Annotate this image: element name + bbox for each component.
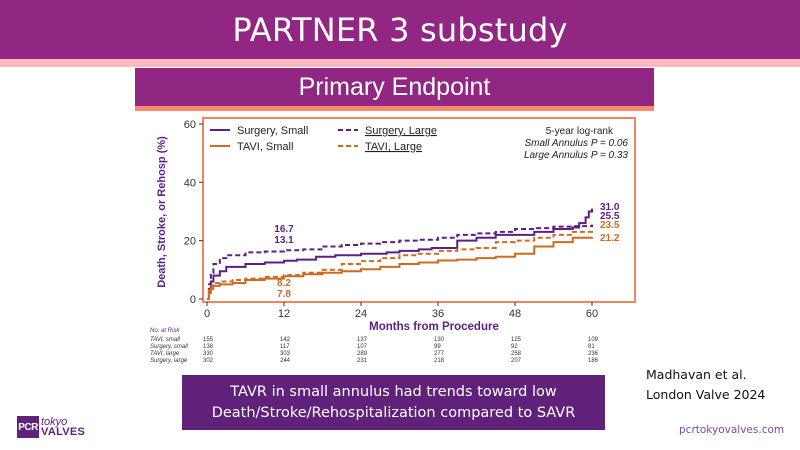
risk-value: 92	[511, 344, 518, 350]
risk-value: 142	[280, 337, 291, 343]
x-tick-label: 12	[278, 308, 290, 320]
risk-table-header: No. at Risk	[150, 328, 180, 334]
risk-row-label: Surgery, large	[150, 358, 188, 364]
website-link[interactable]: pcrtokyovalves.com	[679, 424, 785, 436]
citation-line-1: Madhavan et al.	[646, 367, 747, 382]
risk-value: 330	[203, 351, 214, 357]
risk-value: 303	[280, 351, 291, 357]
data-label: 23.5	[600, 220, 620, 231]
legend-label: TAVI, Small	[237, 141, 293, 153]
logo-valves: VALVES	[41, 426, 86, 438]
x-tick-label: 36	[432, 308, 444, 320]
y-axis-label: Death, Stroke, or Rehosp (%)	[156, 136, 168, 288]
risk-value: 81	[588, 344, 595, 350]
callout-line-1: TAVR in small annulus had trends toward …	[230, 383, 557, 400]
y-tick-label: 60	[184, 119, 196, 131]
risk-value: 117	[280, 344, 290, 350]
subtitle-stripe	[135, 106, 654, 111]
plot-frame	[202, 117, 636, 303]
risk-value: 218	[434, 358, 445, 364]
legend-label: Surgery, Large	[365, 125, 437, 137]
citation: Madhavan et al. London Valve 2024	[646, 365, 765, 405]
risk-row-label: TAVI, small	[150, 337, 180, 343]
risk-value: 207	[511, 358, 522, 364]
risk-value: 258	[511, 351, 522, 357]
risk-value: 231	[357, 358, 368, 364]
data-label: 16.7	[274, 224, 294, 235]
risk-value: 109	[588, 337, 599, 343]
pcr-tokyo-valves-logo: PCR tokyo VALVES	[17, 416, 85, 438]
y-tick-label: 0	[190, 294, 196, 306]
y-tick-label: 40	[184, 177, 196, 189]
risk-value: 130	[434, 337, 445, 343]
callout-line-2: Death/Stroke/Rehospitalization compared …	[211, 404, 576, 421]
risk-value: 236	[588, 351, 599, 357]
citation-line-2: London Valve 2024	[646, 387, 766, 402]
logo-tokyo: tokyo	[41, 416, 68, 428]
risk-value: 155	[203, 337, 214, 343]
risk-value: 137	[357, 337, 368, 343]
conclusion-callout: TAVR in small annulus had trends toward …	[182, 375, 605, 430]
annotation-line: Small Annulus P = 0.06	[525, 138, 629, 149]
risk-row-label: TAVI, large	[150, 351, 180, 357]
slide-subtitle: Primary Endpoint	[135, 68, 654, 106]
data-label: 21.2	[600, 233, 620, 244]
risk-value: 138	[203, 344, 214, 350]
risk-value: 107	[357, 344, 368, 350]
logo-pcr-box: PCR	[17, 416, 39, 438]
annotation-line: Large Annulus P = 0.33	[524, 150, 628, 161]
x-tick-label: 0	[204, 308, 210, 320]
risk-value: 125	[511, 337, 522, 343]
x-tick-label: 48	[509, 308, 521, 320]
legend-label: Surgery, Small	[237, 125, 308, 137]
risk-value: 99	[434, 344, 441, 350]
series-line-surgery-large	[207, 224, 593, 300]
data-label: 13.1	[274, 235, 294, 246]
series-line-surgery-small	[207, 208, 593, 300]
legend-label: TAVI, Large	[365, 141, 422, 153]
legend: Surgery, Small Surgery, Large TAVI, Small T…	[210, 125, 437, 153]
risk-row-label: Surgery, small	[150, 344, 188, 350]
series-line-tavi-small	[207, 236, 593, 300]
data-label: 7.8	[277, 289, 291, 300]
y-tick-label: 20	[184, 236, 196, 248]
data-label: 31.0	[600, 202, 620, 213]
x-tick-label: 60	[586, 308, 598, 320]
risk-value: 289	[357, 351, 368, 357]
x-tick-label: 24	[355, 308, 367, 320]
annotation-line: 5-year log-rank	[546, 126, 614, 137]
risk-value: 186	[588, 358, 599, 364]
risk-value: 302	[203, 358, 214, 364]
x-axis-label: Months from Procedure	[369, 321, 499, 333]
logo-text: tokyo VALVES	[41, 416, 86, 438]
title-stripe	[0, 59, 800, 67]
risk-value: 277	[434, 351, 445, 357]
data-label: 25.5	[600, 211, 620, 222]
slide-title: PARTNER 3 substudy	[0, 0, 800, 59]
data-label: 8.2	[277, 278, 291, 289]
risk-value: 244	[280, 358, 291, 364]
